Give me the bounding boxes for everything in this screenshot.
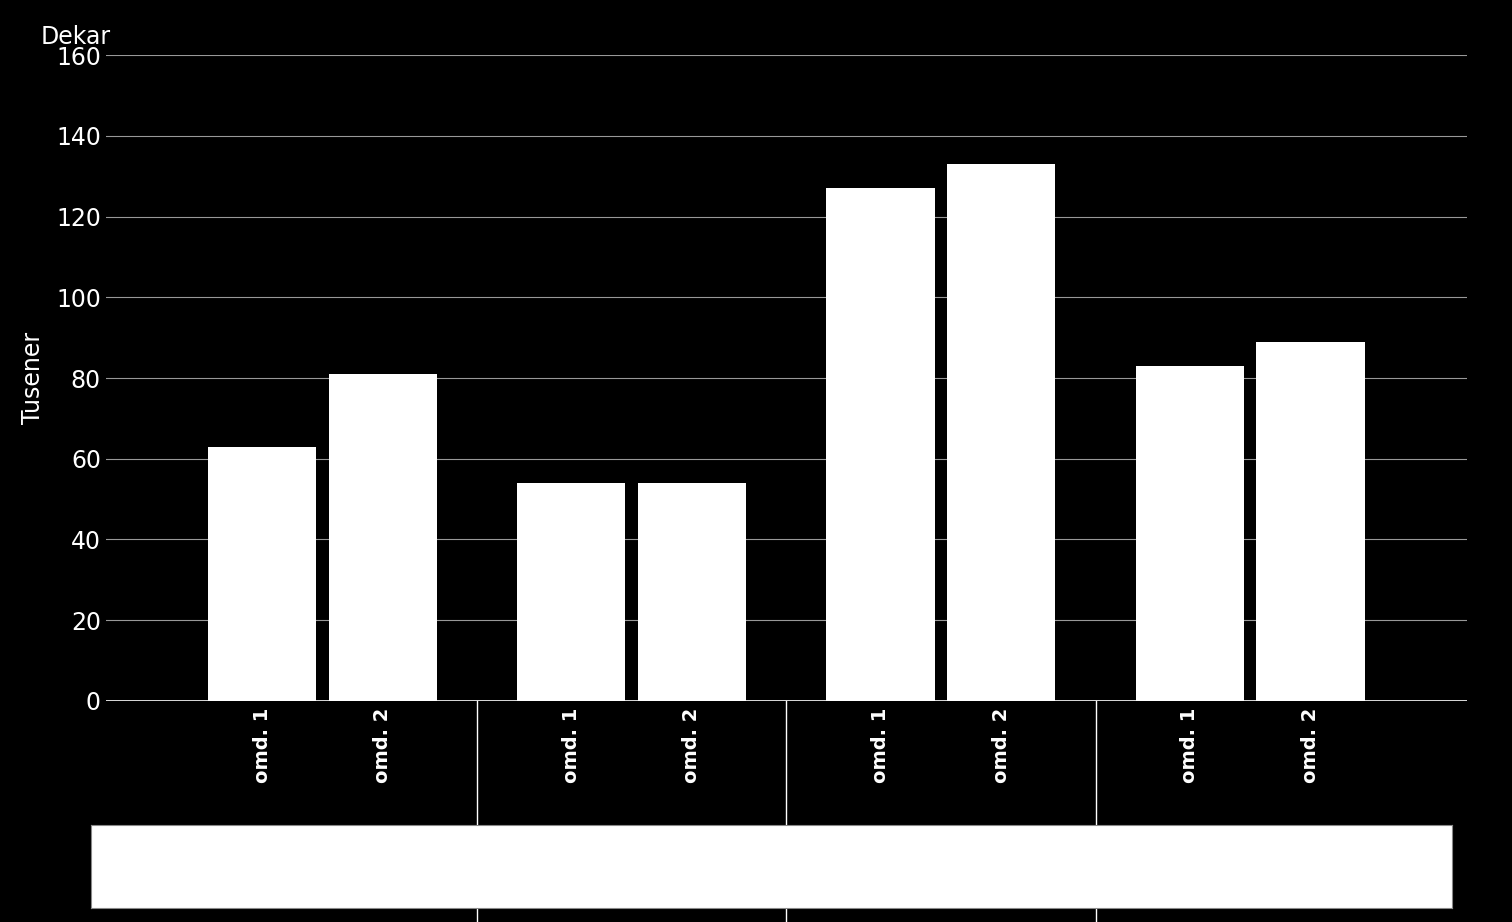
Text: Telemark: Telemark (572, 875, 692, 899)
Text: Dekar: Dekar (41, 25, 110, 49)
Bar (1256, 342, 1364, 701)
Bar (1136, 366, 1244, 701)
Bar (638, 483, 745, 701)
Text: Agder: Agder (901, 875, 981, 899)
Text: Rogaland: Rogaland (1188, 875, 1312, 899)
Bar (517, 483, 626, 701)
Text: Buskerud: Buskerud (260, 875, 386, 899)
Bar (827, 188, 934, 701)
Bar (328, 374, 437, 701)
Bar (207, 446, 316, 701)
Bar (947, 164, 1055, 701)
Y-axis label: Tusener: Tusener (21, 332, 45, 424)
